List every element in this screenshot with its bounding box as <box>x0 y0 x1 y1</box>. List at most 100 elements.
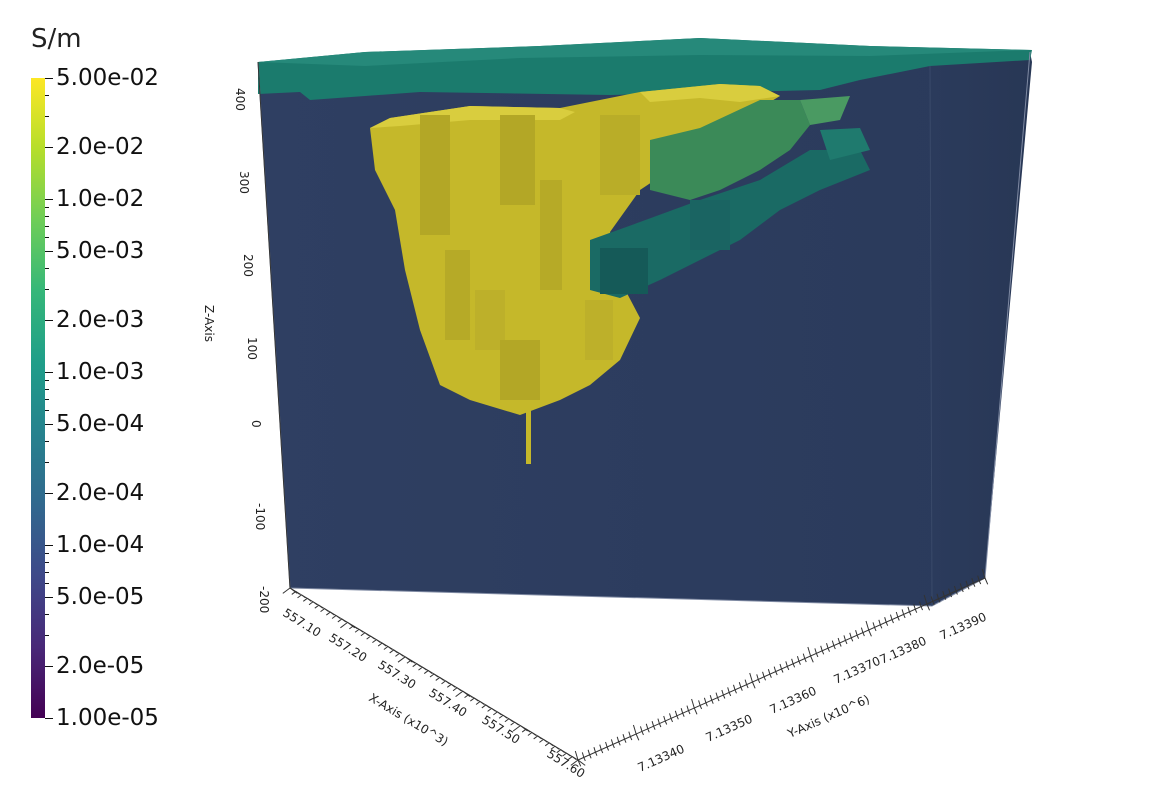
axis-tick-mark <box>943 596 947 600</box>
axis-tick-mark <box>587 749 591 755</box>
axis-tick-mark <box>498 714 504 719</box>
axis-tick-mark <box>577 759 586 766</box>
axis-tick-mark <box>452 687 458 692</box>
axis-tick-mark <box>895 611 899 618</box>
axis-tick-label: 400 <box>233 88 247 111</box>
colorbar-minor-tick <box>45 251 49 253</box>
axis-tick-mark <box>318 604 324 609</box>
axis-tick-mark <box>589 754 592 759</box>
axis-tick-mark <box>531 732 537 736</box>
axis-tick-mark <box>481 704 487 709</box>
axis-tick-mark <box>548 742 554 747</box>
axis-tick-mark <box>972 583 976 587</box>
axis-tick-mark <box>606 746 610 751</box>
axis-tick-mark <box>658 723 662 728</box>
axis-tick-mark <box>562 752 567 757</box>
axis-tick-mark <box>301 594 306 599</box>
axis-tick-mark <box>653 726 656 730</box>
axis-tick-mark <box>624 739 627 743</box>
axis-tick-mark <box>337 618 343 623</box>
axis-tick-mark <box>349 625 354 630</box>
axis-tick-mark <box>397 656 406 663</box>
axis-tick-mark <box>446 683 452 688</box>
axis-tick-mark <box>427 670 433 674</box>
axis-tick-label: 7.13340 <box>636 742 687 775</box>
axis-tick-mark <box>641 731 644 736</box>
axis-tick-mark <box>807 646 812 657</box>
axis-tick-mark <box>953 585 957 592</box>
axis-tick-mark <box>423 670 429 674</box>
axis-tick-mark <box>815 653 819 658</box>
axis-tick-mark <box>891 619 894 624</box>
axis-tick-mark <box>533 735 538 740</box>
axis-tick-mark <box>901 609 905 615</box>
axis-tick-mark <box>508 718 514 723</box>
axis-tick-mark <box>826 643 829 649</box>
axis-tick-mark <box>657 718 660 724</box>
axis-tick-mark <box>948 588 951 594</box>
axis-tick-mark <box>727 687 730 693</box>
axis-tick-mark <box>567 756 573 760</box>
colorbar-minor-tick <box>45 267 49 269</box>
axis-tick-mark <box>581 752 585 758</box>
axis-tick-label: 557.60 <box>544 747 587 781</box>
colorbar-label: 1.0e-03 <box>56 358 145 385</box>
axis-tick-mark <box>855 630 858 636</box>
colorbar-minor-tick <box>45 225 49 227</box>
colorbar-minor-tick <box>45 215 49 217</box>
axis-tick-mark <box>664 720 668 725</box>
axis-tick-mark <box>583 757 586 762</box>
axis-tick-mark <box>364 632 370 637</box>
axis-tick-mark <box>462 690 471 697</box>
axis-tick-mark <box>889 614 893 620</box>
axis-tick-mark <box>493 711 498 716</box>
axis-tick-mark <box>525 728 531 733</box>
axis-tick-mark <box>340 622 348 629</box>
colorbar-minor-tick <box>45 237 49 239</box>
axis-tick-mark <box>435 677 441 681</box>
axis-tick-mark <box>984 577 989 585</box>
axis-tick-mark <box>978 580 982 585</box>
axis-tick-mark <box>618 741 621 746</box>
axis-tick-mark <box>833 645 836 650</box>
axis-tick-mark <box>728 692 732 697</box>
axis-tick-mark <box>802 653 806 659</box>
colorbar-label: 2.0e-04 <box>56 479 145 506</box>
colorbar-minor-tick <box>45 552 49 554</box>
axis-tick-mark <box>721 689 724 696</box>
axis-tick-label: -200 <box>257 586 271 613</box>
axis-tick-mark <box>959 583 963 589</box>
colorbar-tick <box>45 597 53 599</box>
axis-tick-mark <box>827 648 830 652</box>
axis-tick-mark <box>571 756 577 760</box>
axis-tick-mark <box>839 642 842 647</box>
axis-tick-mark <box>330 611 335 616</box>
axis-tick-mark <box>616 736 620 742</box>
colorbar-minor-tick <box>45 94 49 96</box>
axis-tick-mark <box>347 622 356 629</box>
axis-tick-mark <box>422 666 427 671</box>
colorbar-label: 5.0e-03 <box>56 238 145 265</box>
axis-tick-mark <box>647 728 650 733</box>
axis-tick-label: 200 <box>241 254 255 277</box>
axis-tick-mark <box>814 648 817 654</box>
axis-tick-mark <box>843 635 846 641</box>
axis-tick-mark <box>320 608 325 613</box>
axis-tick-mark <box>475 701 481 705</box>
axis-tick-mark <box>786 666 790 671</box>
axis-tick-mark <box>372 639 377 643</box>
axis-tick-mark <box>612 744 615 749</box>
colorbar-minor-tick <box>45 561 49 563</box>
colorbar-title: S/m <box>31 24 82 54</box>
axis-tick-mark <box>923 594 928 605</box>
axis-tick-mark <box>410 659 416 664</box>
axis-tick-mark <box>879 624 883 629</box>
axis-tick-mark <box>938 598 941 603</box>
axis-tick-mark <box>439 677 445 681</box>
axis-tick-label: 7.13350 <box>704 712 755 745</box>
axis-tick-mark <box>527 732 533 736</box>
axis-tick-mark <box>971 578 974 584</box>
axis-tick-mark <box>965 580 969 586</box>
